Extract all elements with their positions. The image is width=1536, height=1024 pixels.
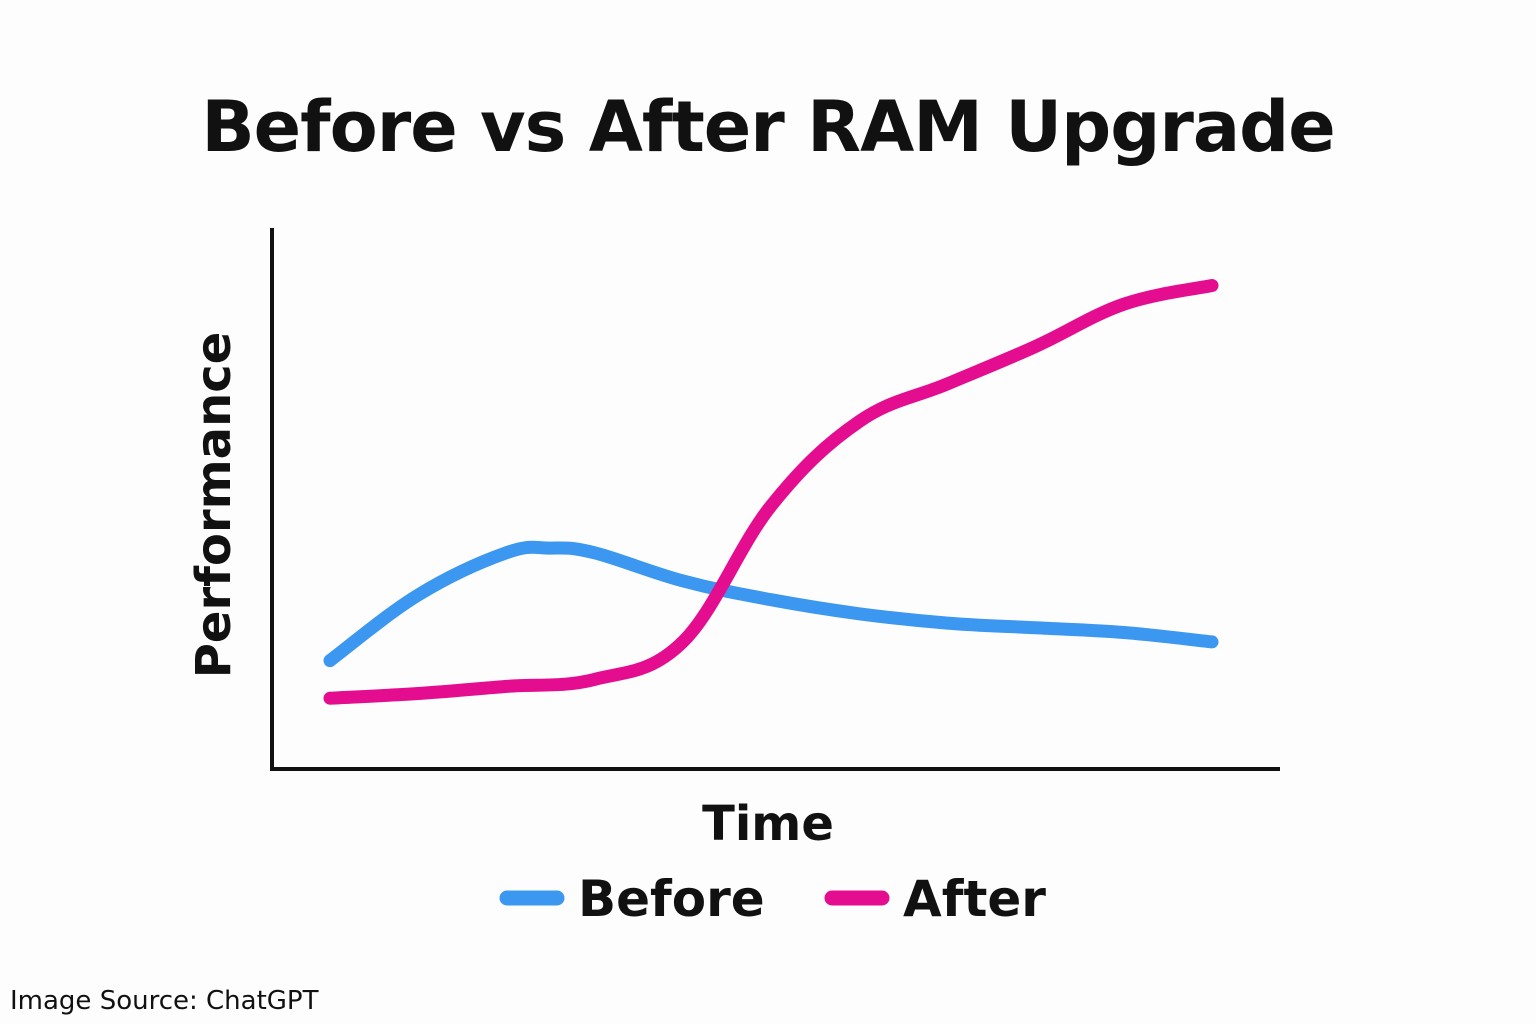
image-source-note: Image Source: ChatGPT [10, 986, 319, 1016]
series-line-before [323, 540, 1219, 668]
legend-label-before: Before [578, 870, 765, 928]
legend-item-before: Before [499, 870, 765, 928]
x-axis-label: Time [702, 796, 834, 852]
series-line-after [323, 279, 1219, 705]
legend: Before After [499, 870, 1046, 928]
legend-label-after: After [903, 870, 1046, 928]
y-axis-label: Performance [186, 332, 242, 679]
chart-title: Before vs After RAM Upgrade [201, 86, 1335, 168]
series-layer [323, 279, 1219, 705]
legend-item-after: After [824, 870, 1046, 928]
